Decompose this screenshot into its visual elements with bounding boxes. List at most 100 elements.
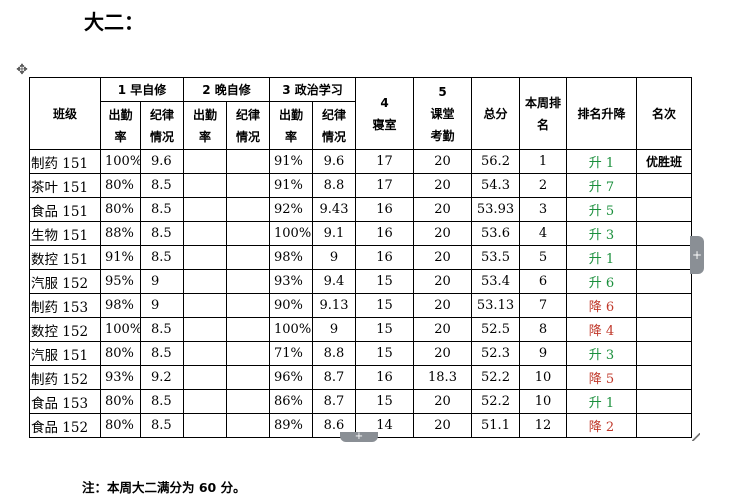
cell-class: 茶叶 151 xyxy=(29,173,101,198)
header-classroom: 5 课堂 考勤 xyxy=(413,77,472,150)
cell-morning-discipline: 8.5 xyxy=(140,173,184,198)
cell-morning-discipline: 9.2 xyxy=(140,365,184,390)
cell-title xyxy=(636,269,692,294)
cell-evening-attendance xyxy=(183,149,227,174)
table-row: 数控 151 91% 8.5 98% 9 16 20 53.5 5 升 1 xyxy=(29,245,692,270)
cell-morning-discipline: 8.5 xyxy=(140,197,184,222)
add-row-plus-icon[interactable]: + xyxy=(340,432,378,442)
cell-morning-attendance: 95% xyxy=(100,269,141,294)
cell-title xyxy=(636,365,692,390)
subheader-discipline: 纪律 情况 xyxy=(140,101,184,150)
cell-title: 优胜班 xyxy=(636,149,692,174)
cell-evening-attendance xyxy=(183,269,227,294)
cell-total: 53.4 xyxy=(471,269,520,294)
table-row: 汽服 152 95% 9 93% 9.4 15 20 53.4 6 升 6 xyxy=(29,269,692,294)
cell-politics-attendance: 93% xyxy=(269,269,313,294)
cell-politics-attendance: 90% xyxy=(269,293,313,318)
cell-class: 食品 151 xyxy=(29,197,101,222)
cell-classroom: 20 xyxy=(413,389,472,414)
cell-morning-attendance: 100% xyxy=(100,149,141,174)
cell-politics-discipline: 8.7 xyxy=(312,365,356,390)
cell-classroom: 20 xyxy=(413,221,472,246)
cell-dorm: 16 xyxy=(355,197,414,222)
cell-rank-change: 降 6 xyxy=(566,293,637,318)
cell-politics-discipline: 9.43 xyxy=(312,197,356,222)
cell-morning-discipline: 8.5 xyxy=(140,317,184,342)
cell-rank: 7 xyxy=(519,293,567,318)
header-evening: 2 晚自修 xyxy=(183,77,270,102)
cell-evening-attendance xyxy=(183,413,227,438)
cell-classroom: 20 xyxy=(413,149,472,174)
cell-evening-discipline xyxy=(226,389,270,414)
table-row: 生物 151 88% 8.5 100% 9.1 16 20 53.6 4 升 3 xyxy=(29,221,692,246)
cell-evening-attendance xyxy=(183,341,227,366)
cell-title xyxy=(636,173,692,198)
cell-morning-attendance: 80% xyxy=(100,341,141,366)
cell-rank: 6 xyxy=(519,269,567,294)
table-resize-handle-icon[interactable] xyxy=(692,433,700,441)
cell-rank-change: 升 6 xyxy=(566,269,637,294)
cell-rank-change: 降 5 xyxy=(566,365,637,390)
table-row: 制药 153 98% 9 90% 9.13 15 20 53.13 7 降 6 xyxy=(29,293,692,318)
cell-rank: 9 xyxy=(519,341,567,366)
cell-dorm: 16 xyxy=(355,245,414,270)
cell-total: 52.3 xyxy=(471,341,520,366)
cell-class: 汽服 151 xyxy=(29,341,101,366)
cell-title xyxy=(636,221,692,246)
cell-morning-discipline: 9 xyxy=(140,293,184,318)
cell-politics-discipline: 8.7 xyxy=(312,389,356,414)
cell-evening-discipline xyxy=(226,341,270,366)
cell-dorm: 15 xyxy=(355,293,414,318)
cell-morning-attendance: 80% xyxy=(100,173,141,198)
cell-politics-discipline: 8.8 xyxy=(312,341,356,366)
cell-class: 食品 153 xyxy=(29,389,101,414)
cell-politics-attendance: 89% xyxy=(269,413,313,438)
cell-evening-attendance xyxy=(183,293,227,318)
cell-dorm: 15 xyxy=(355,341,414,366)
table-move-handle-icon[interactable]: ✥ xyxy=(16,62,28,78)
cell-morning-attendance: 98% xyxy=(100,293,141,318)
cell-title xyxy=(636,413,692,438)
table-row: 制药 151 100% 9.6 91% 9.6 17 20 56.2 1 升 1… xyxy=(29,149,692,174)
cell-politics-attendance: 71% xyxy=(269,341,313,366)
cell-total: 52.2 xyxy=(471,389,520,414)
table-row: 食品 152 80% 8.5 89% 8.6 14 20 51.1 12 降 2 xyxy=(29,413,692,438)
cell-politics-discipline: 9 xyxy=(312,245,356,270)
cell-class: 汽服 152 xyxy=(29,269,101,294)
cell-class: 食品 152 xyxy=(29,413,101,438)
cell-evening-discipline xyxy=(226,365,270,390)
table-row: 食品 153 80% 8.5 86% 8.7 15 20 52.2 10 升 1 xyxy=(29,389,692,414)
cell-classroom: 18.3 xyxy=(413,365,472,390)
cell-politics-discipline: 9.6 xyxy=(312,149,356,174)
cell-rank-change: 降 2 xyxy=(566,413,637,438)
subheader-attendance: 出勤 率 xyxy=(269,101,313,150)
table-row: 汽服 151 80% 8.5 71% 8.8 15 20 52.3 9 升 3 xyxy=(29,341,692,366)
cell-rank: 5 xyxy=(519,245,567,270)
cell-politics-discipline: 9.4 xyxy=(312,269,356,294)
cell-rank-change: 升 5 xyxy=(566,197,637,222)
cell-morning-discipline: 8.5 xyxy=(140,245,184,270)
cell-rank-change: 升 7 xyxy=(566,173,637,198)
header-politics: 3 政治学习 xyxy=(269,77,356,102)
cell-total: 51.1 xyxy=(471,413,520,438)
cell-evening-discipline xyxy=(226,413,270,438)
table-row: 茶叶 151 80% 8.5 91% 8.8 17 20 54.3 2 升 7 xyxy=(29,173,692,198)
cell-morning-attendance: 91% xyxy=(100,245,141,270)
cell-class: 制药 152 xyxy=(29,365,101,390)
cell-rank: 3 xyxy=(519,197,567,222)
cell-rank-change: 升 3 xyxy=(566,341,637,366)
add-column-plus-icon[interactable]: + xyxy=(690,236,704,274)
cell-evening-discipline xyxy=(226,317,270,342)
cell-morning-attendance: 100% xyxy=(100,317,141,342)
cell-total: 53.5 xyxy=(471,245,520,270)
cell-title xyxy=(636,197,692,222)
cell-classroom: 20 xyxy=(413,197,472,222)
cell-total: 53.13 xyxy=(471,293,520,318)
cell-politics-attendance: 100% xyxy=(269,317,313,342)
cell-dorm: 16 xyxy=(355,221,414,246)
subheader-attendance: 出勤 率 xyxy=(100,101,141,150)
cell-rank-change: 升 3 xyxy=(566,221,637,246)
cell-morning-attendance: 88% xyxy=(100,221,141,246)
cell-dorm: 16 xyxy=(355,365,414,390)
cell-evening-attendance xyxy=(183,317,227,342)
